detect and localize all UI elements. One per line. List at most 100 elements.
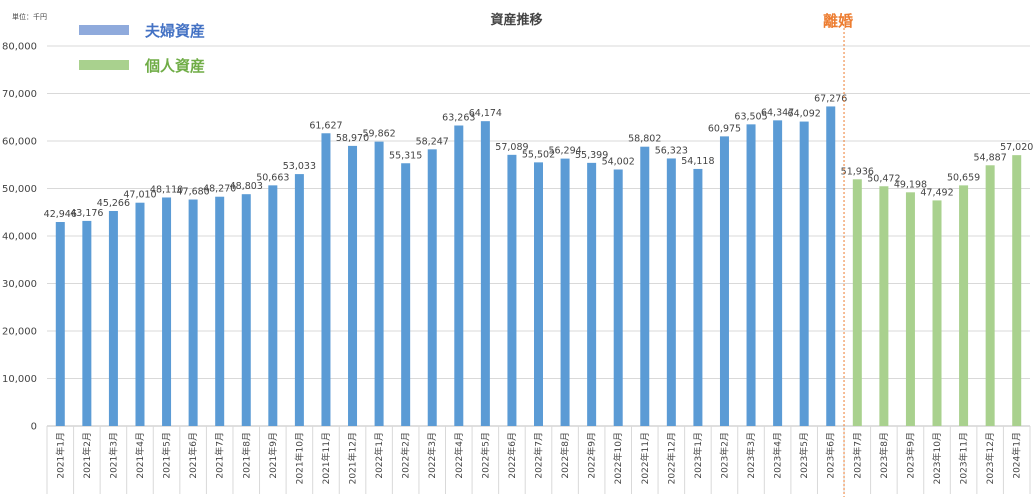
bar — [640, 146, 650, 427]
x-tick-label: 2022年4月 — [453, 432, 465, 479]
bar — [613, 169, 623, 427]
data-label: 59,862 — [362, 129, 395, 140]
x-tick-label: 2021年2月 — [81, 432, 93, 479]
x-tick-label: 2023年1月 — [692, 432, 704, 479]
data-label: 61,627 — [309, 120, 342, 131]
bar — [241, 194, 251, 426]
x-tick-label: 2022年6月 — [506, 432, 518, 479]
data-label: 43,176 — [70, 208, 103, 219]
x-tick-label: 2021年11月 — [320, 432, 332, 484]
legend-label-couple: 夫婦資産 — [145, 21, 206, 40]
data-label: 63,263 — [442, 113, 475, 124]
bar — [162, 197, 172, 426]
data-label: 56,323 — [655, 145, 688, 156]
data-label: 55,315 — [389, 150, 422, 161]
x-tick-label: 2022年7月 — [533, 432, 545, 479]
bar — [879, 186, 889, 426]
data-label: 64,092 — [788, 109, 821, 120]
bar — [693, 168, 703, 426]
x-tick-label: 2023年8月 — [878, 432, 890, 479]
bar — [55, 222, 65, 426]
data-label: 50,659 — [947, 172, 980, 183]
y-tick-label: 40,000 — [2, 232, 37, 243]
bar — [773, 120, 783, 427]
legend-item-personal: 個人資産 — [79, 54, 205, 76]
bar — [427, 149, 437, 426]
x-tick-label: 2021年9月 — [267, 432, 279, 479]
chart-title: 資産推移 — [490, 13, 543, 28]
y-tick-label: 70,000 — [2, 89, 37, 100]
data-label: 53,033 — [283, 161, 316, 172]
bar — [560, 158, 570, 426]
x-tick-label: 2021年3月 — [107, 432, 119, 479]
x-tick-label: 2023年5月 — [798, 432, 810, 479]
data-label: 48,803 — [230, 181, 263, 192]
data-label: 50,663 — [256, 172, 289, 183]
bar — [666, 158, 676, 426]
x-tick-label: 2023年11月 — [958, 432, 970, 484]
bar — [826, 106, 836, 427]
legend-swatch-couple — [79, 25, 129, 35]
x-tick-label: 2021年12月 — [347, 432, 359, 484]
legend-swatch-personal — [79, 60, 129, 70]
data-label: 47,010 — [123, 190, 156, 201]
y-tick-label: 10,000 — [2, 374, 37, 385]
data-label: 42,946 — [44, 209, 77, 220]
bar — [985, 165, 995, 426]
bar — [401, 163, 411, 426]
divorce-annotation: 離婚 — [823, 12, 854, 30]
data-label: 54,118 — [681, 156, 714, 167]
x-tick-label: 2022年8月 — [559, 432, 571, 479]
bar — [268, 185, 278, 426]
bar — [932, 200, 942, 426]
bar — [374, 141, 384, 426]
bar — [534, 162, 543, 427]
bar — [719, 136, 729, 426]
bar — [135, 202, 145, 426]
y-tick-label: 20,000 — [2, 327, 37, 338]
x-tick-label: 2022年10月 — [612, 432, 624, 484]
x-tick-label: 2022年12月 — [665, 432, 677, 484]
data-label: 58,247 — [416, 136, 449, 147]
x-tick-label: 2023年4月 — [772, 432, 784, 479]
x-tick-label: 2023年12月 — [984, 432, 996, 484]
data-label: 47,680 — [176, 187, 209, 198]
x-tick-label: 2024年1月 — [1011, 432, 1023, 479]
x-tick-label: 2022年1月 — [373, 432, 385, 479]
bar — [454, 125, 464, 427]
data-label: 54,002 — [602, 156, 635, 167]
x-tick-label: 2021年5月 — [161, 432, 173, 479]
x-tick-label: 2021年7月 — [214, 432, 226, 479]
data-label: 55,399 — [575, 150, 608, 161]
data-label: 60,975 — [708, 123, 741, 134]
x-tick-label: 2021年8月 — [240, 432, 252, 479]
data-label: 64,174 — [469, 108, 502, 119]
x-tick-label: 2022年9月 — [586, 432, 598, 479]
bar — [1012, 155, 1022, 426]
data-label: 48,270 — [203, 184, 236, 195]
y-tick-label: 80,000 — [2, 42, 37, 53]
x-tick-label: 2021年1月 — [54, 432, 66, 479]
x-tick-label: 2022年2月 — [400, 432, 412, 479]
data-label: 57,020 — [1000, 142, 1033, 153]
bar — [188, 199, 198, 426]
data-label: 57,089 — [495, 142, 528, 153]
x-tick-label: 2021年10月 — [293, 432, 305, 484]
unit-label: 単位：千円 — [12, 13, 47, 21]
x-tick-label: 2023年9月 — [904, 432, 916, 479]
data-label: 55,502 — [522, 149, 555, 160]
bar — [321, 133, 331, 427]
data-label: 67,276 — [814, 93, 847, 104]
x-tick-label: 2022年5月 — [479, 432, 491, 479]
data-label: 49,198 — [894, 179, 927, 190]
bar — [215, 196, 225, 426]
bar — [480, 121, 490, 427]
bar — [507, 154, 517, 426]
x-tick-label: 2023年2月 — [718, 432, 730, 479]
y-tick-label: 50,000 — [2, 184, 37, 195]
bar — [587, 162, 597, 427]
bar — [852, 179, 862, 426]
y-tick-label: 30,000 — [2, 279, 37, 290]
y-tick-label: 0 — [31, 422, 37, 433]
bar — [294, 174, 304, 426]
